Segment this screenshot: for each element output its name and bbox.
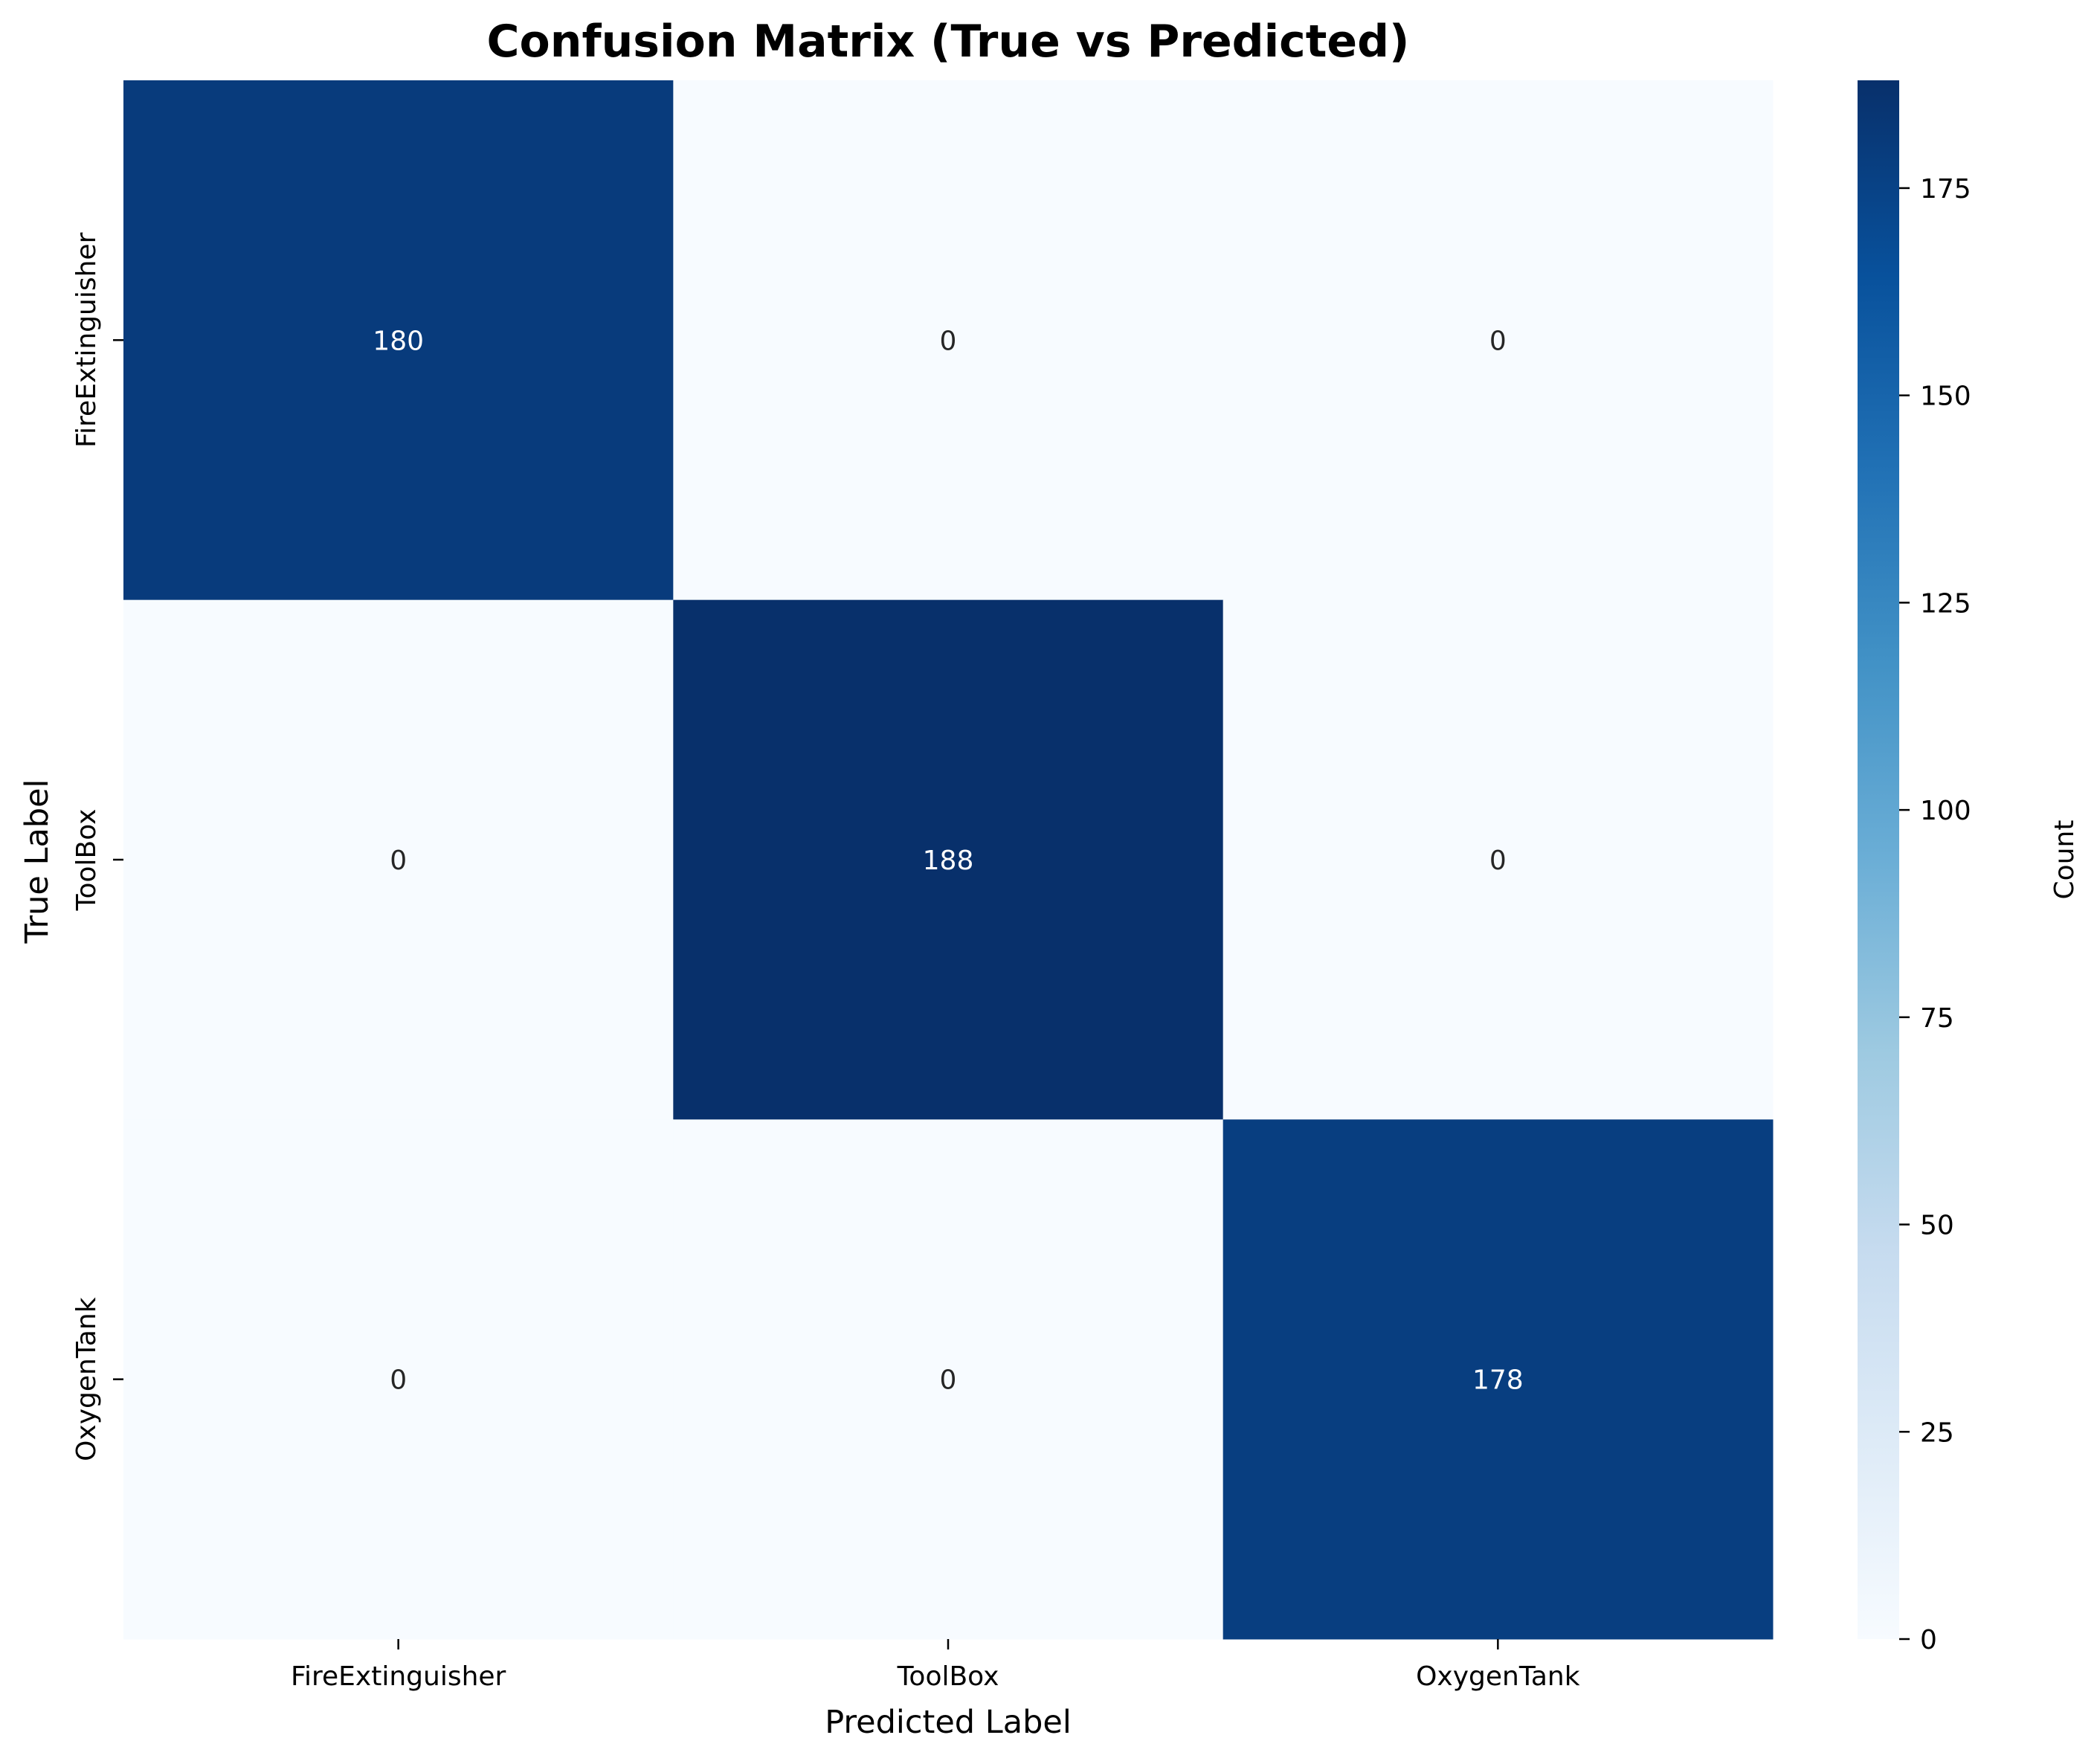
chart-title: Confusion Matrix (True vs Predicted): [487, 16, 1410, 68]
heatmap-cell: [1223, 1119, 1774, 1640]
cell-value-label: 0: [1489, 846, 1507, 876]
y-tick-label: OxygenTank: [71, 1297, 102, 1461]
cell-value-label: 188: [923, 846, 974, 876]
y-tick-label: ToolBox: [71, 809, 102, 912]
x-tick-label: OxygenTank: [1416, 1661, 1580, 1692]
colorbar-label: Count: [2049, 820, 2080, 900]
heatmap-cell: [1223, 599, 1774, 1120]
cell-value-label: 0: [390, 846, 407, 876]
x-axis-ticks: FireExtinguisher ToolBox OxygenTank: [291, 1639, 1580, 1692]
y-axis-ticks: FireExtinguisher ToolBox OxygenTank: [71, 232, 123, 1461]
colorbar: [1858, 80, 1899, 1639]
cell-value-label: 0: [1489, 326, 1507, 356]
heatmap-cell: [1223, 80, 1774, 601]
colorbar-tick-label: 75: [1920, 1003, 1954, 1034]
heatmap-cell: [123, 1119, 674, 1640]
heatmap-cells: [123, 80, 1774, 1640]
colorbar-tick-label: 125: [1920, 588, 1971, 619]
colorbar-tick-label: 150: [1920, 382, 1971, 412]
x-axis-label: Predicted Label: [825, 1704, 1072, 1741]
heatmap-cell: [673, 80, 1224, 601]
colorbar-tick-label: 100: [1920, 796, 1971, 826]
heatmap-cell: [123, 80, 674, 601]
heatmap-cell-labels: 180 0 0 0 188 0 0 0 178: [373, 326, 1523, 1395]
cell-value-label: 0: [390, 1365, 407, 1396]
cell-value-label: 178: [1472, 1365, 1524, 1396]
heatmap-cell: [673, 1119, 1224, 1640]
cell-value-label: 0: [940, 326, 957, 356]
colorbar-tick-label: 175: [1920, 174, 1971, 205]
x-tick-label: ToolBox: [897, 1661, 999, 1692]
y-axis-label: True Label: [19, 779, 56, 944]
colorbar-tick-label: 25: [1920, 1417, 1954, 1448]
colorbar-tick-label: 50: [1920, 1211, 1954, 1241]
y-tick-label: FireExtinguisher: [71, 232, 102, 448]
colorbar-tick-label: 0: [1920, 1625, 1937, 1655]
cell-value-label: 0: [940, 1365, 957, 1396]
heatmap-cell: [123, 599, 674, 1120]
cell-value-label: 180: [373, 326, 424, 356]
heatmap-cell: [673, 599, 1224, 1120]
x-tick-label: FireExtinguisher: [291, 1661, 506, 1692]
colorbar-ticks: 0 25 50 75 100 125 150 175: [1899, 174, 1971, 1655]
